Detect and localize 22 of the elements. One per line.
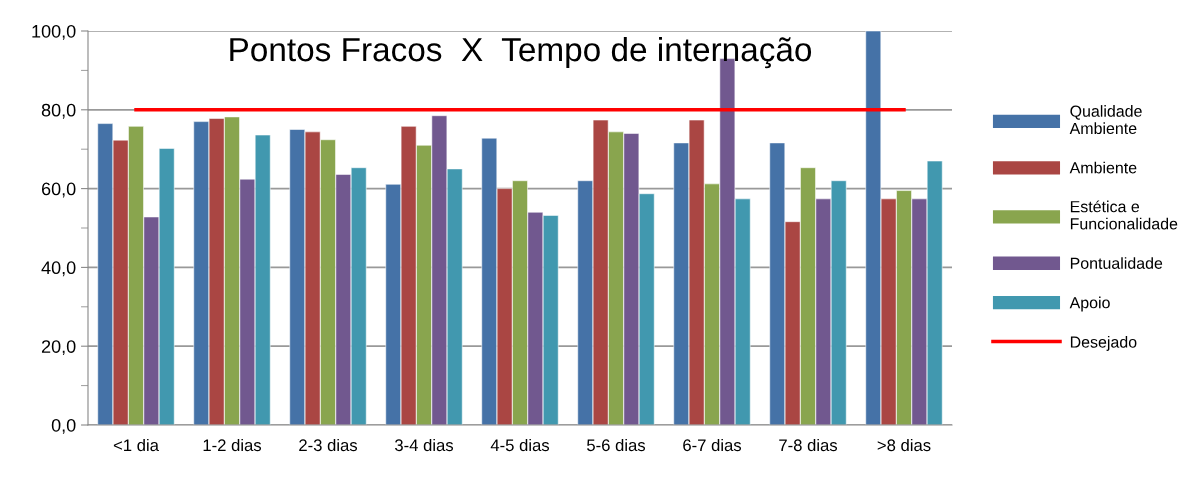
- legend-label: Desejado: [1070, 336, 1137, 351]
- y-tick-label: 20,0: [41, 340, 76, 356]
- y-tick-label: 100,0: [32, 24, 76, 40]
- y-tick-label: 40,0: [41, 261, 76, 277]
- y-tick-label: 80,0: [41, 103, 76, 119]
- x-tick-label: 3-4 dias: [394, 438, 454, 452]
- legend-label: Pontualidade: [1070, 257, 1163, 269]
- x-tick-label: 5-6 dias: [587, 438, 646, 452]
- legend-label: Qualidade Ambiente: [1069, 105, 1142, 135]
- legend-label: Ambiente: [1069, 161, 1137, 174]
- legend-label: Apoio: [1069, 296, 1110, 312]
- x-tick-label: 6-7 dias: [683, 438, 742, 452]
- chart-title: Pontos Fracos X Tempo de internação: [230, 36, 812, 69]
- x-tick-label: <1 dia: [113, 438, 159, 452]
- x-tick-label: >8 dias: [877, 438, 931, 452]
- x-tick-label: 7-8 dias: [779, 438, 838, 452]
- x-tick-label: 1-2 dias: [203, 438, 262, 452]
- x-tick-label: 4-5 dias: [490, 438, 550, 452]
- legend-label: Estética e Funcionalidade: [1070, 200, 1178, 230]
- x-tick-label: 2-3 dias: [299, 438, 358, 452]
- y-tick-label: 60,0: [41, 182, 76, 198]
- y-tick-label: 0,0: [51, 418, 76, 434]
